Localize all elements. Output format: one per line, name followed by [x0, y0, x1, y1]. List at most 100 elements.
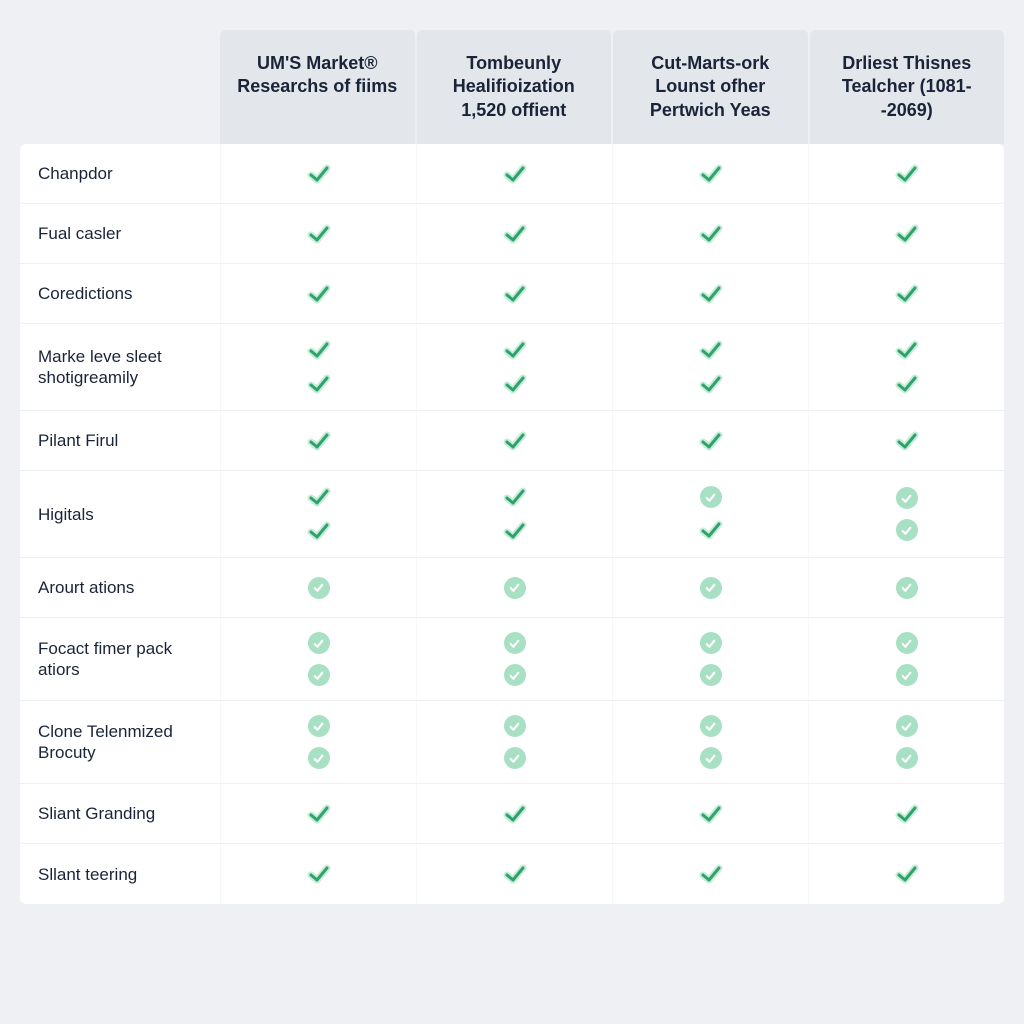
- check-icon: [895, 429, 919, 453]
- check-icon: [307, 862, 331, 886]
- col-header-1: Tombeunly Healifioization 1,520 offient: [417, 30, 614, 144]
- check-icon: [503, 222, 527, 246]
- col-header-2: Cut-Marts-ork Lounst ofher Pertwich Yeas: [613, 30, 810, 144]
- check-icon: [307, 162, 331, 186]
- check-icon: [307, 485, 331, 509]
- check-circle-icon: [896, 632, 918, 654]
- check-icon: [895, 162, 919, 186]
- check-circle-icon: [700, 577, 722, 599]
- cell: [220, 844, 416, 904]
- cell: [612, 144, 808, 203]
- check-icon: [503, 372, 527, 396]
- check-icon: [503, 162, 527, 186]
- check-icon: [307, 282, 331, 306]
- check-circle-icon: [308, 664, 330, 686]
- cell: [220, 701, 416, 783]
- cell: [612, 264, 808, 323]
- cell: [808, 204, 1004, 263]
- check-circle-icon: [700, 664, 722, 686]
- check-circle-icon: [308, 747, 330, 769]
- check-icon: [895, 222, 919, 246]
- check-icon: [699, 222, 723, 246]
- check-circle-icon: [896, 747, 918, 769]
- check-circle-icon: [700, 715, 722, 737]
- cell: [612, 411, 808, 470]
- table-row: Fual casler: [20, 204, 1004, 264]
- cell: [612, 618, 808, 700]
- check-icon: [895, 338, 919, 362]
- check-icon: [307, 338, 331, 362]
- check-icon: [503, 802, 527, 826]
- check-icon: [503, 862, 527, 886]
- check-circle-icon: [700, 486, 722, 508]
- cell: [416, 618, 612, 700]
- check-circle-icon: [504, 577, 526, 599]
- col-header-3: Drliest Thisnes Tealcher (1081--2069): [810, 30, 1005, 144]
- check-icon: [895, 282, 919, 306]
- check-icon: [307, 429, 331, 453]
- cell: [416, 558, 612, 617]
- check-icon: [895, 372, 919, 396]
- check-circle-icon: [896, 487, 918, 509]
- table-row: Clone Telenmized Brocuty: [20, 701, 1004, 784]
- cell: [220, 471, 416, 557]
- cell: [808, 324, 1004, 410]
- check-icon: [503, 282, 527, 306]
- table-row: Higitals: [20, 471, 1004, 558]
- check-icon: [699, 802, 723, 826]
- check-icon: [895, 802, 919, 826]
- cell: [808, 264, 1004, 323]
- check-circle-icon: [504, 632, 526, 654]
- cell: [416, 324, 612, 410]
- cell: [220, 558, 416, 617]
- row-label: Focact fimer pack atiors: [20, 618, 220, 700]
- cell: [808, 784, 1004, 843]
- check-icon: [307, 802, 331, 826]
- cell: [220, 324, 416, 410]
- cell: [612, 471, 808, 557]
- table-row: Pilant Firul: [20, 411, 1004, 471]
- check-icon: [699, 518, 723, 542]
- cell: [808, 618, 1004, 700]
- check-circle-icon: [896, 577, 918, 599]
- cell: [808, 144, 1004, 203]
- cell: [808, 844, 1004, 904]
- cell: [220, 204, 416, 263]
- check-icon: [895, 862, 919, 886]
- check-circle-icon: [896, 519, 918, 541]
- check-circle-icon: [308, 632, 330, 654]
- check-icon: [699, 162, 723, 186]
- check-icon: [699, 429, 723, 453]
- check-circle-icon: [308, 715, 330, 737]
- cell: [808, 558, 1004, 617]
- cell: [612, 784, 808, 843]
- row-label: Chanpdor: [20, 144, 220, 203]
- check-circle-icon: [504, 747, 526, 769]
- comparison-table: UM'S Market® Researchs of fiims Tombeunl…: [20, 30, 1004, 904]
- row-label: Higitals: [20, 471, 220, 557]
- check-icon: [307, 372, 331, 396]
- check-icon: [699, 862, 723, 886]
- cell: [220, 411, 416, 470]
- table-row: Sllant teering: [20, 844, 1004, 904]
- check-icon: [699, 338, 723, 362]
- check-circle-icon: [896, 664, 918, 686]
- table-row: Chanpdor: [20, 144, 1004, 204]
- cell: [220, 618, 416, 700]
- row-label: Clone Telenmized Brocuty: [20, 701, 220, 783]
- check-icon: [699, 372, 723, 396]
- cell: [808, 411, 1004, 470]
- check-icon: [307, 519, 331, 543]
- cell: [416, 701, 612, 783]
- table-body: Chanpdor Fual casler Coredictions Marke …: [20, 144, 1004, 904]
- table-row: Sliant Granding: [20, 784, 1004, 844]
- row-label: Coredictions: [20, 264, 220, 323]
- check-icon: [699, 282, 723, 306]
- cell: [416, 784, 612, 843]
- table-header-row: UM'S Market® Researchs of fiims Tombeunl…: [20, 30, 1004, 144]
- check-circle-icon: [504, 664, 526, 686]
- cell: [612, 558, 808, 617]
- table-row: Coredictions: [20, 264, 1004, 324]
- cell: [808, 471, 1004, 557]
- cell: [416, 144, 612, 203]
